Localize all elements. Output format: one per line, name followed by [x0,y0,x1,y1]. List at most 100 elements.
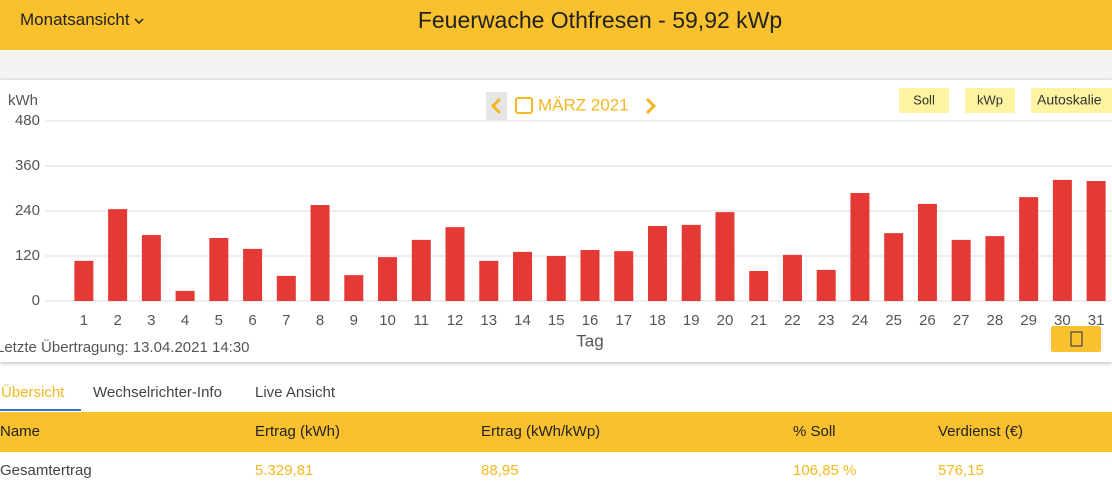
x-tick-label: 22 [784,312,801,329]
button-autoscale[interactable] [1031,88,1112,113]
bar [276,275,296,301]
x-tick-label: 25 [885,312,902,329]
x-tick-label: 18 [649,312,666,329]
header: Monatsansicht Feuerwache Othfresen - 59,… [0,0,1112,50]
x-tick-label: 19 [683,312,700,329]
spacer [0,50,1112,80]
button-soll[interactable] [899,88,949,113]
x-tick-label: 1 [80,312,88,329]
column-header: Name [0,423,41,440]
pdf-button[interactable] [1051,326,1101,352]
bar [917,203,937,301]
chart: kWh Tag MÄRZ 2021 Soll kWp Autoskalie Le… [0,88,1112,356]
bar [546,256,566,301]
tab[interactable]: Live Ansicht [255,384,336,401]
x-tick-label: 27 [953,312,970,329]
bar [243,248,263,301]
bar [681,224,701,301]
month-label: MÄRZ 2021 [538,95,629,114]
bar [310,205,330,301]
bar [1019,197,1039,301]
bar [580,250,600,301]
bar [411,239,431,301]
bar [1052,179,1072,301]
table-header [0,412,1112,452]
calendar-icon [515,97,533,114]
x-tick-label: 23 [818,312,835,329]
button-label[interactable]: Autoskalie [1037,92,1102,108]
x-tick-label: 30 [1054,312,1071,329]
view-menu[interactable]: Monatsansicht [20,10,144,30]
x-tick-label: 6 [248,312,256,329]
bar [985,236,1005,301]
bar [209,238,229,301]
y-tick-label: 0 [32,292,40,309]
x-tick-label: 26 [919,312,936,329]
table-cell: Gesamtertrag [0,462,92,479]
bar [816,269,836,301]
bar [884,233,904,301]
x-tick-label: 17 [615,312,632,329]
y-tick-label: 240 [15,202,40,219]
x-tick-label: 16 [582,312,599,329]
bar [344,275,364,301]
bar [141,235,161,301]
x-tick-label: 29 [1020,312,1037,329]
x-tick-label: 12 [447,312,464,329]
pdf-icon [1070,331,1083,347]
x-tick-label: 31 [1088,312,1105,329]
page-title: Feuerwache Othfresen - 59,92 kWp [417,7,783,33]
x-tick-label: 7 [282,312,290,329]
bar [749,271,769,301]
button-kwp[interactable] [965,88,1015,113]
x-tick-label: 5 [215,312,223,329]
table-cell: 88,95 [481,462,519,479]
x-tick-label: 20 [717,312,734,329]
bar [108,209,128,301]
tab[interactable]: Wechselrichter-Info [93,384,222,401]
x-tick-label: 3 [147,312,155,329]
x-tick-label: 21 [750,312,767,329]
y-tick-label: 480 [15,112,40,129]
bar [647,226,667,301]
bar [782,254,802,301]
view-menu-label[interactable]: Monatsansicht [20,10,130,29]
last-transfer: Letzte Übertragung: 13.04.2021 14:30 [0,338,250,356]
bar [175,290,195,301]
button-label[interactable]: kWp [977,92,1003,107]
bar [74,260,94,301]
button-label[interactable]: Soll [913,92,935,107]
bar [513,251,533,301]
prev-month[interactable] [486,92,507,120]
column-header: % Soll [793,423,836,440]
column-header: Ertrag (kWh/kWp) [481,423,601,440]
bar [850,193,870,301]
table-cell: 576,15 [938,462,984,479]
bar [715,212,735,301]
table-cell: 5.329,81 [255,462,314,479]
next-month[interactable] [645,97,657,115]
bar [1086,181,1106,301]
y-tick-label: 360 [15,157,40,174]
bar [951,239,971,301]
column-header: Verdienst (€) [938,423,1024,440]
x-tick-label: 28 [987,312,1004,329]
x-tick-label: 13 [480,312,497,329]
prev-arrow [490,97,502,115]
x-tick-label: 10 [379,312,396,329]
bar [378,257,398,301]
x-tick-label: 11 [414,312,430,329]
chevron [134,18,144,25]
y-axis-label: kWh [8,92,38,109]
active-tab-indicator [0,409,81,411]
tab[interactable]: Übersicht [1,384,65,401]
x-tick-label: 4 [181,312,189,329]
bar [479,260,499,301]
bar [445,227,465,301]
x-tick-label: 2 [113,312,121,329]
bar [614,251,634,301]
x-tick-label: 15 [548,312,565,329]
x-tick-label: 24 [852,312,869,329]
y-tick-label: 120 [15,247,40,264]
